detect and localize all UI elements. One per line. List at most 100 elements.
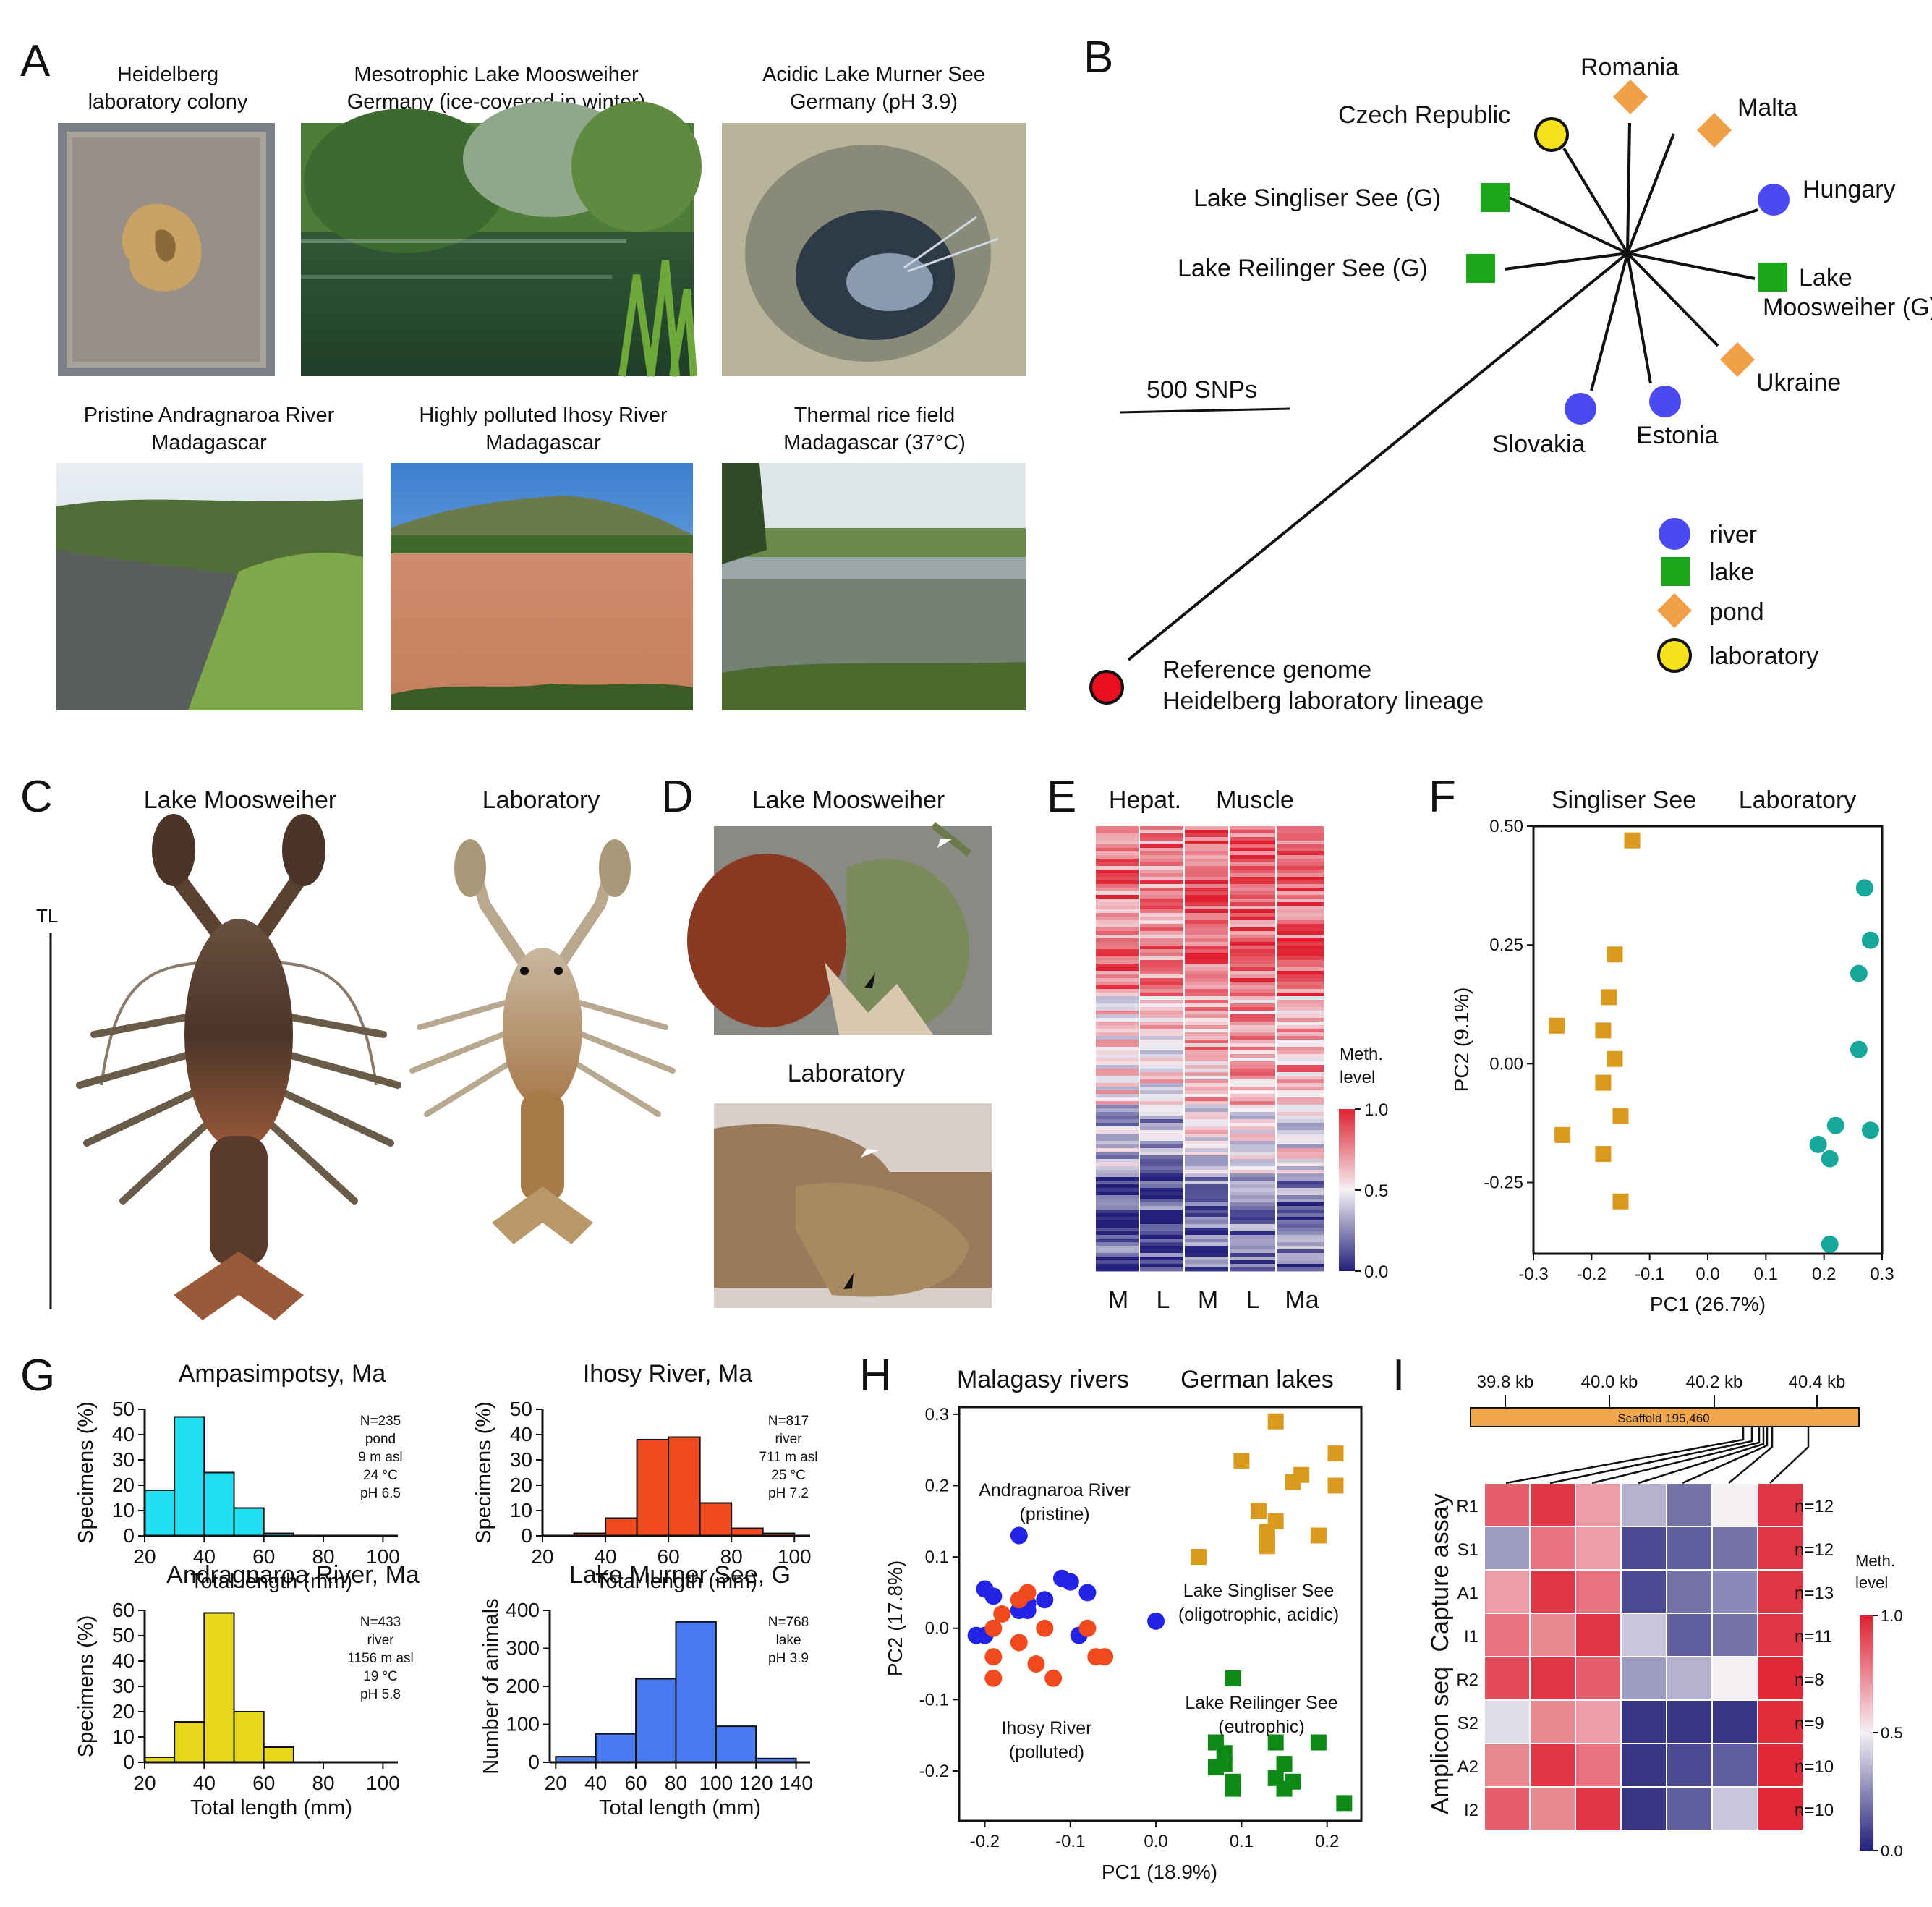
methylation-heatmap [1096, 826, 1324, 1272]
i-heat-cell [1667, 1788, 1711, 1830]
tree-markers [1089, 79, 1790, 705]
crayfish-lab-image [409, 839, 676, 1244]
hist-ylabel: Specimens (%) [472, 1401, 495, 1544]
cpg-position-lines [1505, 1427, 1810, 1485]
f-point [1850, 1040, 1868, 1058]
f-point [1809, 1135, 1827, 1153]
i-heat-cell [1758, 1744, 1803, 1786]
i-row-n: n=12 [1795, 1540, 1834, 1560]
h-point [993, 1605, 1011, 1623]
h-ytick: 0.1 [925, 1547, 949, 1567]
photo-murner-see [722, 123, 1026, 376]
h-point [1061, 1573, 1079, 1591]
hist-xtick: 60 [252, 1772, 275, 1794]
h-ytick: 0.3 [925, 1405, 949, 1424]
hist-ytick: 60 [112, 1599, 135, 1621]
panel-c: C Lake Moosweiher Laboratory TL [20, 772, 676, 1320]
panel-label-i: I [1392, 1351, 1405, 1401]
hist-xtick: 60 [658, 1545, 680, 1568]
h-annot-singliser-2: (oligotrophic, acidic) [1178, 1605, 1339, 1625]
meth-tick-1: 1.0 [1364, 1100, 1388, 1120]
hist-bar [203, 1471, 235, 1537]
h-xtick: 0.1 [1230, 1832, 1254, 1851]
h-point [1010, 1526, 1028, 1545]
h-point [1327, 1477, 1344, 1494]
i-row-n: n=13 [1795, 1584, 1834, 1603]
photo-caption-moosweiher-1: Mesotrophic Lake Moosweiher [354, 63, 639, 86]
i-row-n: n=10 [1795, 1801, 1834, 1820]
h-point [1010, 1591, 1028, 1609]
panel-d: D Lake Moosweiher Laboratory [661, 772, 992, 1308]
hist-xlabel: Total length (mm) [595, 1570, 757, 1593]
h-point [1285, 1474, 1301, 1490]
arrow-icon [843, 1273, 854, 1289]
i-row-n: n=9 [1795, 1714, 1824, 1733]
f-point [1821, 1235, 1839, 1253]
hist-info: N=235 [360, 1414, 401, 1429]
h-point [1225, 1670, 1241, 1686]
f-ytick: -0.25 [1484, 1173, 1523, 1193]
i-heat-cell [1531, 1744, 1575, 1786]
f-point [1601, 989, 1617, 1006]
h-point [984, 1587, 1003, 1605]
heatmap-col-ma: Ma [1285, 1286, 1319, 1314]
hist-bar [668, 1436, 701, 1537]
hist-xtick: 100 [699, 1772, 733, 1794]
hist-ylabel: Number of animals [480, 1598, 503, 1774]
h-point [984, 1648, 1003, 1666]
hist-xtick: 140 [779, 1772, 813, 1794]
photo-caption-andragnaroa-1: Pristine Andragnaroa River [84, 404, 335, 427]
heatmap-col-l2: L [1246, 1286, 1260, 1314]
legend-lake-marker [1661, 557, 1690, 586]
f-ytick: 0.25 [1489, 935, 1523, 955]
h-ytick: -0.2 [919, 1762, 949, 1781]
arrow-icon [864, 973, 875, 988]
hist-xtick: 100 [366, 1772, 400, 1794]
f-point [1595, 1146, 1612, 1163]
hist-ytick: 30 [510, 1448, 532, 1471]
i-heat-cell [1531, 1571, 1575, 1613]
photo-caption-murner-1: Acidic Lake Murner See [762, 63, 985, 86]
hist-xlabel: Total length (mm) [190, 1796, 352, 1819]
i-row-label: A1 [1457, 1584, 1478, 1603]
panel-label-c: C [20, 772, 53, 822]
histogram-g1: 0 10 20 30 40 50 20 40 60 80 100 Ampasimpotsy, Ma To… [75, 1360, 403, 1593]
hist-bar [263, 1746, 294, 1763]
panel-a: A Heidelberg laboratory colony Mesotroph… [20, 36, 1026, 710]
tip-label-moosweiher-2: Moosweiher (G) [1763, 294, 1932, 321]
i-row-label: A2 [1457, 1757, 1478, 1777]
photo-caption-ricefield-2: Madagascar (37°C) [783, 431, 966, 454]
hist-bar [233, 1507, 265, 1537]
f-point [1826, 1116, 1844, 1134]
i-row-n: n=10 [1795, 1757, 1834, 1777]
i-heat-cell [1576, 1484, 1620, 1526]
i-heat-cell [1576, 1657, 1620, 1699]
heatmap-header-muscle: Muscle [1216, 786, 1294, 814]
tip-label-romania: Romania [1580, 54, 1679, 81]
panel-i: I 39.8 kb 40.0 kb 40.2 kb 40.4 kb Scaffo… [1392, 1351, 1903, 1860]
hist-xtick: 40 [584, 1772, 607, 1794]
hist-bar [675, 1621, 717, 1763]
tip-label-estonia: Estonia [1636, 422, 1718, 449]
h-annot-andragnaroa-1: Andragnaroa River [979, 1480, 1131, 1500]
h-point [1036, 1619, 1054, 1637]
i-row-n: n=12 [1795, 1497, 1834, 1516]
panel-label-b: B [1084, 33, 1113, 82]
hist-ytick: 50 [510, 1398, 532, 1420]
meth-tick-0: 0.0 [1364, 1262, 1388, 1282]
hist-xtick: 100 [778, 1545, 812, 1568]
h-point [1327, 1445, 1344, 1462]
panel-label-g: G [20, 1351, 55, 1401]
f-point [1624, 832, 1641, 849]
h-xtick: -0.1 [1055, 1832, 1085, 1851]
claw-title-lab: Laboratory [788, 1060, 906, 1087]
i-heat-cell [1622, 1744, 1666, 1786]
group-label-amplicon: Amplicon seq [1426, 1667, 1454, 1814]
hist-ytick: 0 [528, 1751, 540, 1773]
hist-info: river [367, 1633, 395, 1648]
h-point [1276, 1756, 1293, 1772]
i-tick-400: 40.0 kb [1581, 1372, 1638, 1392]
i-legend-tick-0: 0.0 [1881, 1842, 1903, 1860]
hist-xtick: 80 [720, 1545, 743, 1568]
